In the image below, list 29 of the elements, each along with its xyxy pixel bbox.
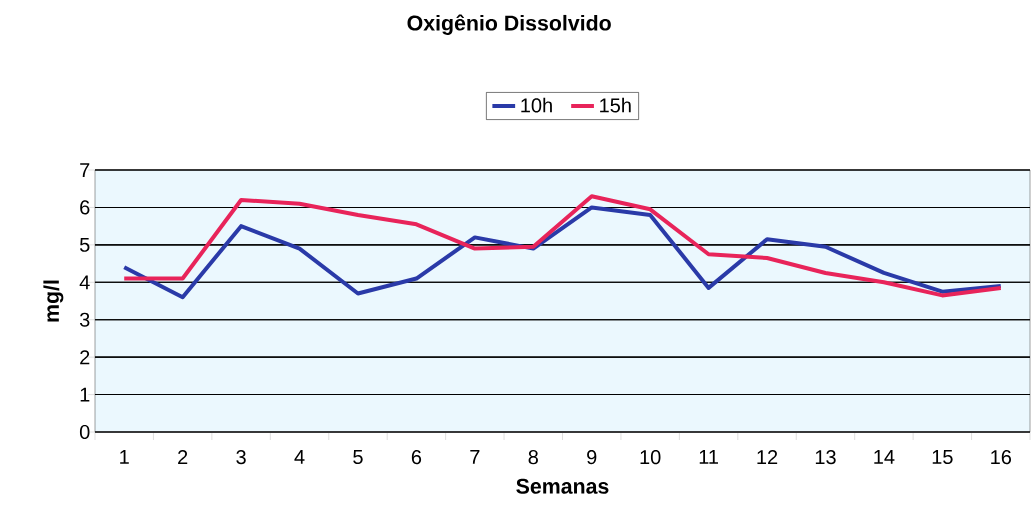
y-tick-label: 5 bbox=[79, 237, 90, 252]
legend-label: 15h bbox=[600, 97, 631, 113]
x-tick-label: 4 bbox=[294, 450, 305, 464]
y-tick-label: 1 bbox=[80, 387, 90, 402]
y-tick-label: 4 bbox=[79, 275, 90, 290]
x-tick-label: 5 bbox=[353, 450, 363, 464]
x-tick-label: 16 bbox=[991, 450, 1012, 465]
x-tick-label: 15 bbox=[932, 450, 953, 464]
x-tick-label: 11 bbox=[699, 450, 718, 464]
x-tick-label: 7 bbox=[470, 450, 480, 464]
x-tick-label: 8 bbox=[528, 450, 538, 465]
x-tick-label: 12 bbox=[757, 450, 778, 465]
x-tick-label: 10 bbox=[640, 450, 661, 465]
x-tick-label: 14 bbox=[874, 450, 895, 464]
x-tick-label: 6 bbox=[411, 450, 422, 465]
y-axis-title: mg/l bbox=[43, 280, 64, 322]
x-tick-label: 3 bbox=[236, 450, 246, 465]
x-tick-label: 9 bbox=[587, 450, 597, 465]
x-axis-title: Semanas bbox=[516, 478, 609, 494]
y-tick-label: 0 bbox=[79, 424, 90, 440]
x-tick-label: 13 bbox=[815, 450, 836, 465]
chart-title: Oxigênio Dissolvido bbox=[407, 14, 611, 35]
y-tick-label: 6 bbox=[80, 200, 90, 215]
y-tick-label: 7 bbox=[80, 163, 90, 177]
x-tick-label: 2 bbox=[178, 450, 188, 465]
legend-label: 10h bbox=[521, 97, 552, 113]
x-tick-label: 1 bbox=[120, 450, 129, 464]
y-tick-label: 3 bbox=[79, 312, 90, 327]
y-tick-label: 2 bbox=[80, 350, 90, 365]
